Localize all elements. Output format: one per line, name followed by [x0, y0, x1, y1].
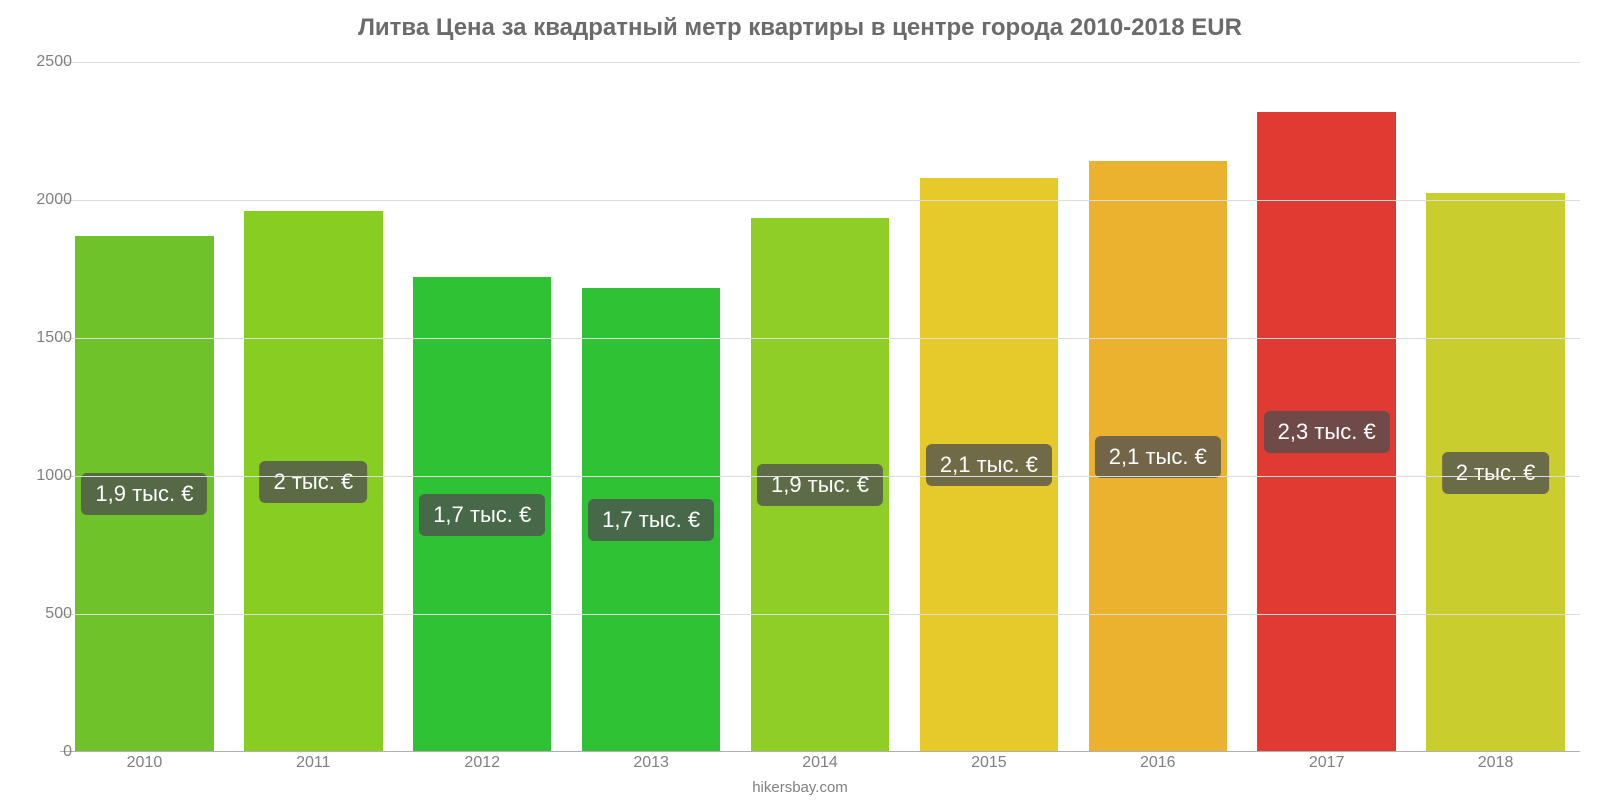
bar-slot: 2 тыс. € — [229, 62, 398, 752]
y-tick-label: 2000 — [22, 191, 72, 209]
x-tick-label: 2018 — [1411, 754, 1580, 772]
bar-value-label: 2,3 тыс. € — [1264, 411, 1390, 453]
bar: 2,1 тыс. € — [920, 178, 1058, 752]
bar-slot: 2,1 тыс. € — [1073, 62, 1242, 752]
bar-value-label: 2 тыс. € — [259, 461, 367, 503]
bar: 2 тыс. € — [1426, 193, 1564, 752]
x-tick-label: 2015 — [904, 754, 1073, 772]
bar-slot: 2 тыс. € — [1411, 62, 1580, 752]
bar-value-label: 1,7 тыс. € — [588, 499, 714, 541]
x-tick-label: 2012 — [398, 754, 567, 772]
x-axis-line — [60, 751, 1580, 752]
bar-value-label: 1,9 тыс. € — [81, 473, 207, 515]
bar-slot: 2,1 тыс. € — [904, 62, 1073, 752]
x-tick-label: 2014 — [736, 754, 905, 772]
bar-value-label: 1,9 тыс. € — [757, 464, 883, 506]
x-tick-label: 2016 — [1073, 754, 1242, 772]
bar-value-label: 2,1 тыс. € — [926, 444, 1052, 486]
bar-value-label: 2,1 тыс. € — [1095, 436, 1221, 478]
bar: 1,9 тыс. € — [751, 218, 889, 752]
bar: 1,7 тыс. € — [582, 288, 720, 752]
attribution: hikersbay.com — [0, 779, 1600, 796]
x-tick-label: 2017 — [1242, 754, 1411, 772]
y-tick-label: 1500 — [22, 329, 72, 347]
bar-slot: 1,7 тыс. € — [567, 62, 736, 752]
chart-title: Литва Цена за квадратный метр квартиры в… — [0, 14, 1600, 42]
y-tick-label: 500 — [22, 605, 72, 623]
bar-value-label: 2 тыс. € — [1442, 452, 1550, 494]
x-axis-labels: 201020112012201320142015201620172018 — [60, 754, 1580, 772]
x-tick-label: 2011 — [229, 754, 398, 772]
bar: 1,7 тыс. € — [413, 277, 551, 752]
y-tick-label: 1000 — [22, 467, 72, 485]
gridline — [60, 62, 1580, 63]
bar: 2,1 тыс. € — [1089, 161, 1227, 752]
bar: 1,9 тыс. € — [75, 236, 213, 752]
x-tick-label: 2010 — [60, 754, 229, 772]
gridline — [60, 338, 1580, 339]
gridline — [60, 476, 1580, 477]
bar-slot: 1,9 тыс. € — [736, 62, 905, 752]
bar-slot: 2,3 тыс. € — [1242, 62, 1411, 752]
gridline — [60, 200, 1580, 201]
bar-container: 1,9 тыс. € 2 тыс. € 1,7 тыс. € 1,7 тыс. € 1,… — [60, 62, 1580, 752]
bar: 2 тыс. € — [244, 211, 382, 752]
bar-slot: 1,7 тыс. € — [398, 62, 567, 752]
x-tick-label: 2013 — [567, 754, 736, 772]
price-chart: Литва Цена за квадратный метр квартиры в… — [0, 0, 1600, 800]
bar-value-label: 1,7 тыс. € — [419, 494, 545, 536]
gridline — [60, 614, 1580, 615]
bar-slot: 1,9 тыс. € — [60, 62, 229, 752]
y-tick-label: 2500 — [22, 53, 72, 71]
y-tick-label: 0 — [22, 743, 72, 761]
plot-area: 1,9 тыс. € 2 тыс. € 1,7 тыс. € 1,7 тыс. € 1,… — [60, 62, 1580, 752]
bar: 2,3 тыс. € — [1257, 112, 1395, 752]
